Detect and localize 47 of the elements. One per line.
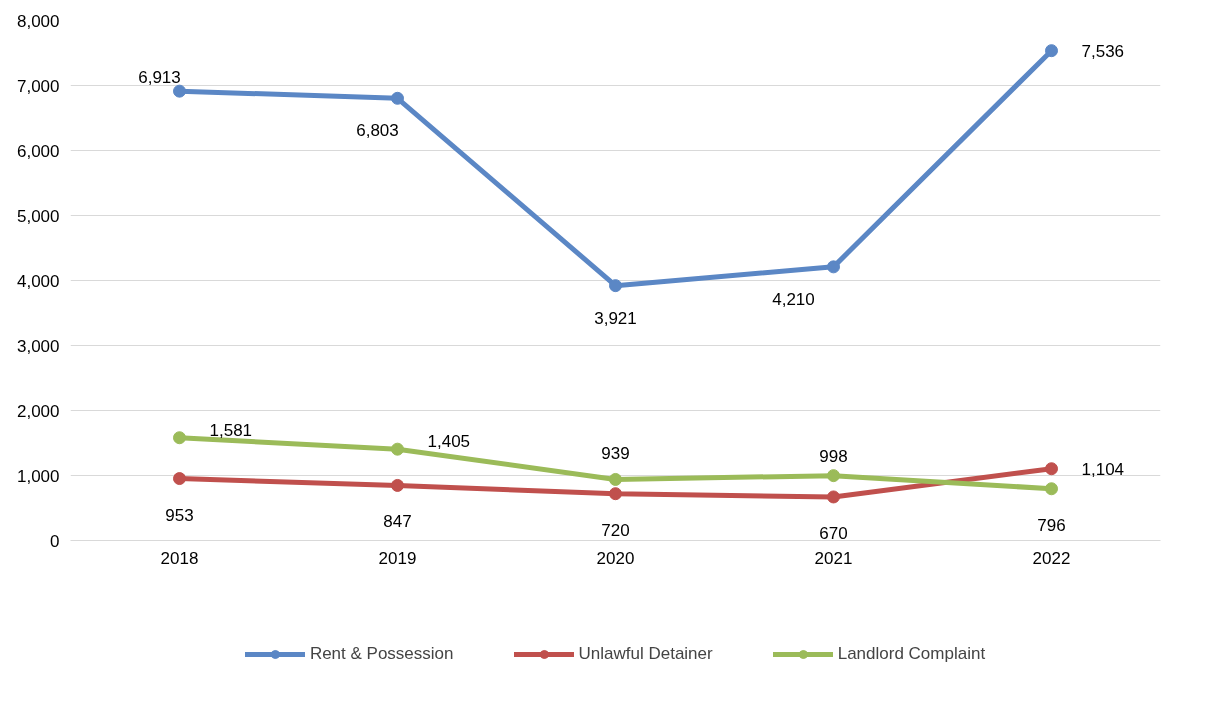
point bbox=[173, 431, 186, 445]
x-tick-label: 2021 bbox=[814, 548, 853, 568]
data-label: 953 bbox=[165, 505, 194, 525]
point bbox=[609, 487, 622, 501]
point bbox=[827, 490, 840, 504]
x-tick-label: 2020 bbox=[596, 548, 635, 568]
point bbox=[827, 260, 840, 274]
x-tick-label: 2022 bbox=[1032, 548, 1071, 568]
legend-label: Landlord Complaint bbox=[837, 644, 986, 664]
point bbox=[173, 84, 186, 98]
point bbox=[827, 469, 840, 483]
data-label: 6,913 bbox=[138, 68, 181, 88]
x-tick-label: 2019 bbox=[378, 548, 417, 568]
legend-label: Rent & Possession bbox=[309, 644, 454, 664]
data-label: 1,581 bbox=[209, 420, 253, 440]
data-label: 3,921 bbox=[594, 308, 637, 328]
data-label: 1,405 bbox=[427, 432, 471, 452]
data-label: 6,803 bbox=[356, 121, 399, 141]
data-label: 939 bbox=[601, 444, 630, 464]
y-tick-label: 0 bbox=[50, 531, 60, 551]
data-label: 670 bbox=[819, 523, 848, 543]
x-tick-label: 2018 bbox=[160, 548, 199, 568]
data-label: 4,210 bbox=[772, 289, 815, 309]
y-tick-label: 6,000 bbox=[16, 141, 60, 161]
point bbox=[609, 279, 622, 293]
data-label: 847 bbox=[383, 512, 412, 532]
point bbox=[173, 472, 186, 486]
point bbox=[1045, 482, 1058, 496]
y-tick-label: 1,000 bbox=[16, 466, 60, 486]
y-tick-label: 4,000 bbox=[16, 271, 60, 291]
point bbox=[1045, 462, 1058, 476]
point bbox=[391, 91, 404, 105]
y-tick-label: 3,000 bbox=[16, 336, 60, 356]
data-label: 7,536 bbox=[1081, 41, 1125, 61]
point bbox=[391, 478, 404, 492]
data-label: 998 bbox=[819, 446, 848, 466]
point bbox=[1045, 44, 1058, 58]
legend-label: Unlawful Detainer bbox=[578, 644, 713, 664]
y-tick-label: 5,000 bbox=[16, 206, 60, 226]
point bbox=[609, 472, 622, 486]
point bbox=[391, 442, 404, 456]
data-label: 720 bbox=[601, 520, 630, 540]
y-tick-label: 7,000 bbox=[16, 76, 60, 96]
y-tick-label: 2,000 bbox=[16, 401, 60, 421]
data-label: 1,104 bbox=[1081, 459, 1125, 479]
y-tick-label: 8,000 bbox=[16, 11, 60, 31]
data-label: 796 bbox=[1037, 515, 1066, 535]
